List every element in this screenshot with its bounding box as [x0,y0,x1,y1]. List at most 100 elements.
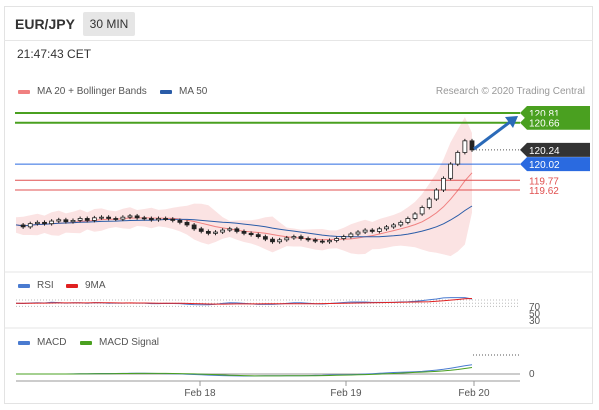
projection-arrowhead [505,116,518,128]
candle-body [63,219,69,223]
macd-signal-legend-swatch [80,341,92,345]
candle-body [270,238,275,243]
candle-body [141,217,147,220]
candle-body [191,224,197,230]
x-tick-Feb 20: Feb 20 [458,388,490,399]
candle-body [369,229,375,232]
macd-legend-label: MACD [37,337,67,348]
rsi-tick-50: 50 [529,309,541,320]
candle-body [34,221,40,225]
rsi-9ma-line [15,298,473,305]
rsi-legend-label: RSI [37,280,54,291]
ma50-legend-label: MA 50 [179,86,208,97]
candle-body [355,231,361,235]
candle-body [56,219,62,222]
candle-body [99,216,104,219]
level-label-120.02: 120.02 [529,160,560,171]
macd-signal-line [16,367,473,377]
candle-body [398,221,404,226]
candle-body [376,228,382,232]
candle-body [312,239,318,242]
candle-body [426,198,432,208]
candle-body [198,228,204,232]
candle-body [241,231,247,234]
candle-body [20,224,26,228]
candle-body [433,189,439,200]
chart-widget [4,6,593,404]
level-label-120.24: 120.24 [529,146,560,157]
candle-body [177,220,183,223]
candle-body [405,218,411,223]
ma50-line [15,205,473,238]
rsi-tick-30: 30 [529,316,541,327]
candle-body [227,228,233,231]
header-divider [4,40,593,41]
candle-body [91,217,97,221]
candle-body [134,215,140,219]
candle-body [234,228,240,232]
macd-signal-legend-label: MACD Signal [99,337,160,348]
candle-body [305,238,311,241]
credit-text: Research © 2020 Trading Central [435,86,585,97]
candle-body [462,140,468,153]
candle-body [84,218,90,221]
candle-body [348,233,354,237]
candle-body [362,229,368,233]
candle-body [120,216,126,220]
level-label-120.66: 120.66 [529,119,560,130]
candle-body [184,221,190,226]
candle-body [255,234,261,237]
level-label-119.62: 119.62 [529,186,559,197]
candle-body [127,215,133,218]
candle-body [106,216,112,219]
timeframe-button[interactable]: 30 MIN [83,12,135,36]
macd-tick-0: 0 [529,369,535,380]
candle-body [334,238,340,241]
candle-body [412,213,418,219]
x-tick-Feb 19: Feb 19 [330,388,362,399]
candle-body [42,221,47,225]
candle-body [455,152,461,165]
level-label-119.77: 119.77 [529,176,559,187]
candle-body [327,240,332,243]
ma50-legend-swatch [160,90,172,94]
ma20-legend-label: MA 20 + Bollinger Bands [37,86,147,97]
candle-body [448,163,454,179]
candle-body [248,232,254,236]
candle-body [391,224,397,228]
candle-body [441,177,446,191]
candle-body [27,223,33,228]
9ma-legend-swatch [66,284,78,288]
projection-arrow [473,120,511,151]
rsi-tick-70: 70 [529,302,541,313]
x-tick-Feb 18: Feb 18 [184,388,216,399]
candle-body [384,226,389,230]
candle-body [220,229,226,233]
candle-body [113,218,119,220]
candle-body [319,240,325,243]
candle-body [298,236,304,239]
candle-body [205,231,211,234]
candle-body [148,218,154,221]
9ma-legend-label: 9MA [85,280,106,291]
candle-body [262,236,268,240]
bollinger-band-area [16,117,472,257]
candle-body [70,220,76,223]
candle-body [341,236,347,239]
ma20-legend-swatch [18,90,30,94]
candle-body [469,140,475,151]
level-tag-120.66 [520,115,590,130]
level-tag-120.02 [520,157,590,172]
macd-legend-swatch [18,341,30,345]
candle-body [213,231,218,234]
candle-body [156,218,161,221]
candle-body [291,236,297,239]
instrument-title: EUR/JPY [15,16,75,32]
candle-body [170,218,176,221]
level-tag-120.24 [520,142,590,157]
rsi-legend-swatch [18,284,30,288]
level-label-120.81: 120.81 [529,109,560,120]
candle-body [163,218,169,220]
candle-body [419,207,425,215]
